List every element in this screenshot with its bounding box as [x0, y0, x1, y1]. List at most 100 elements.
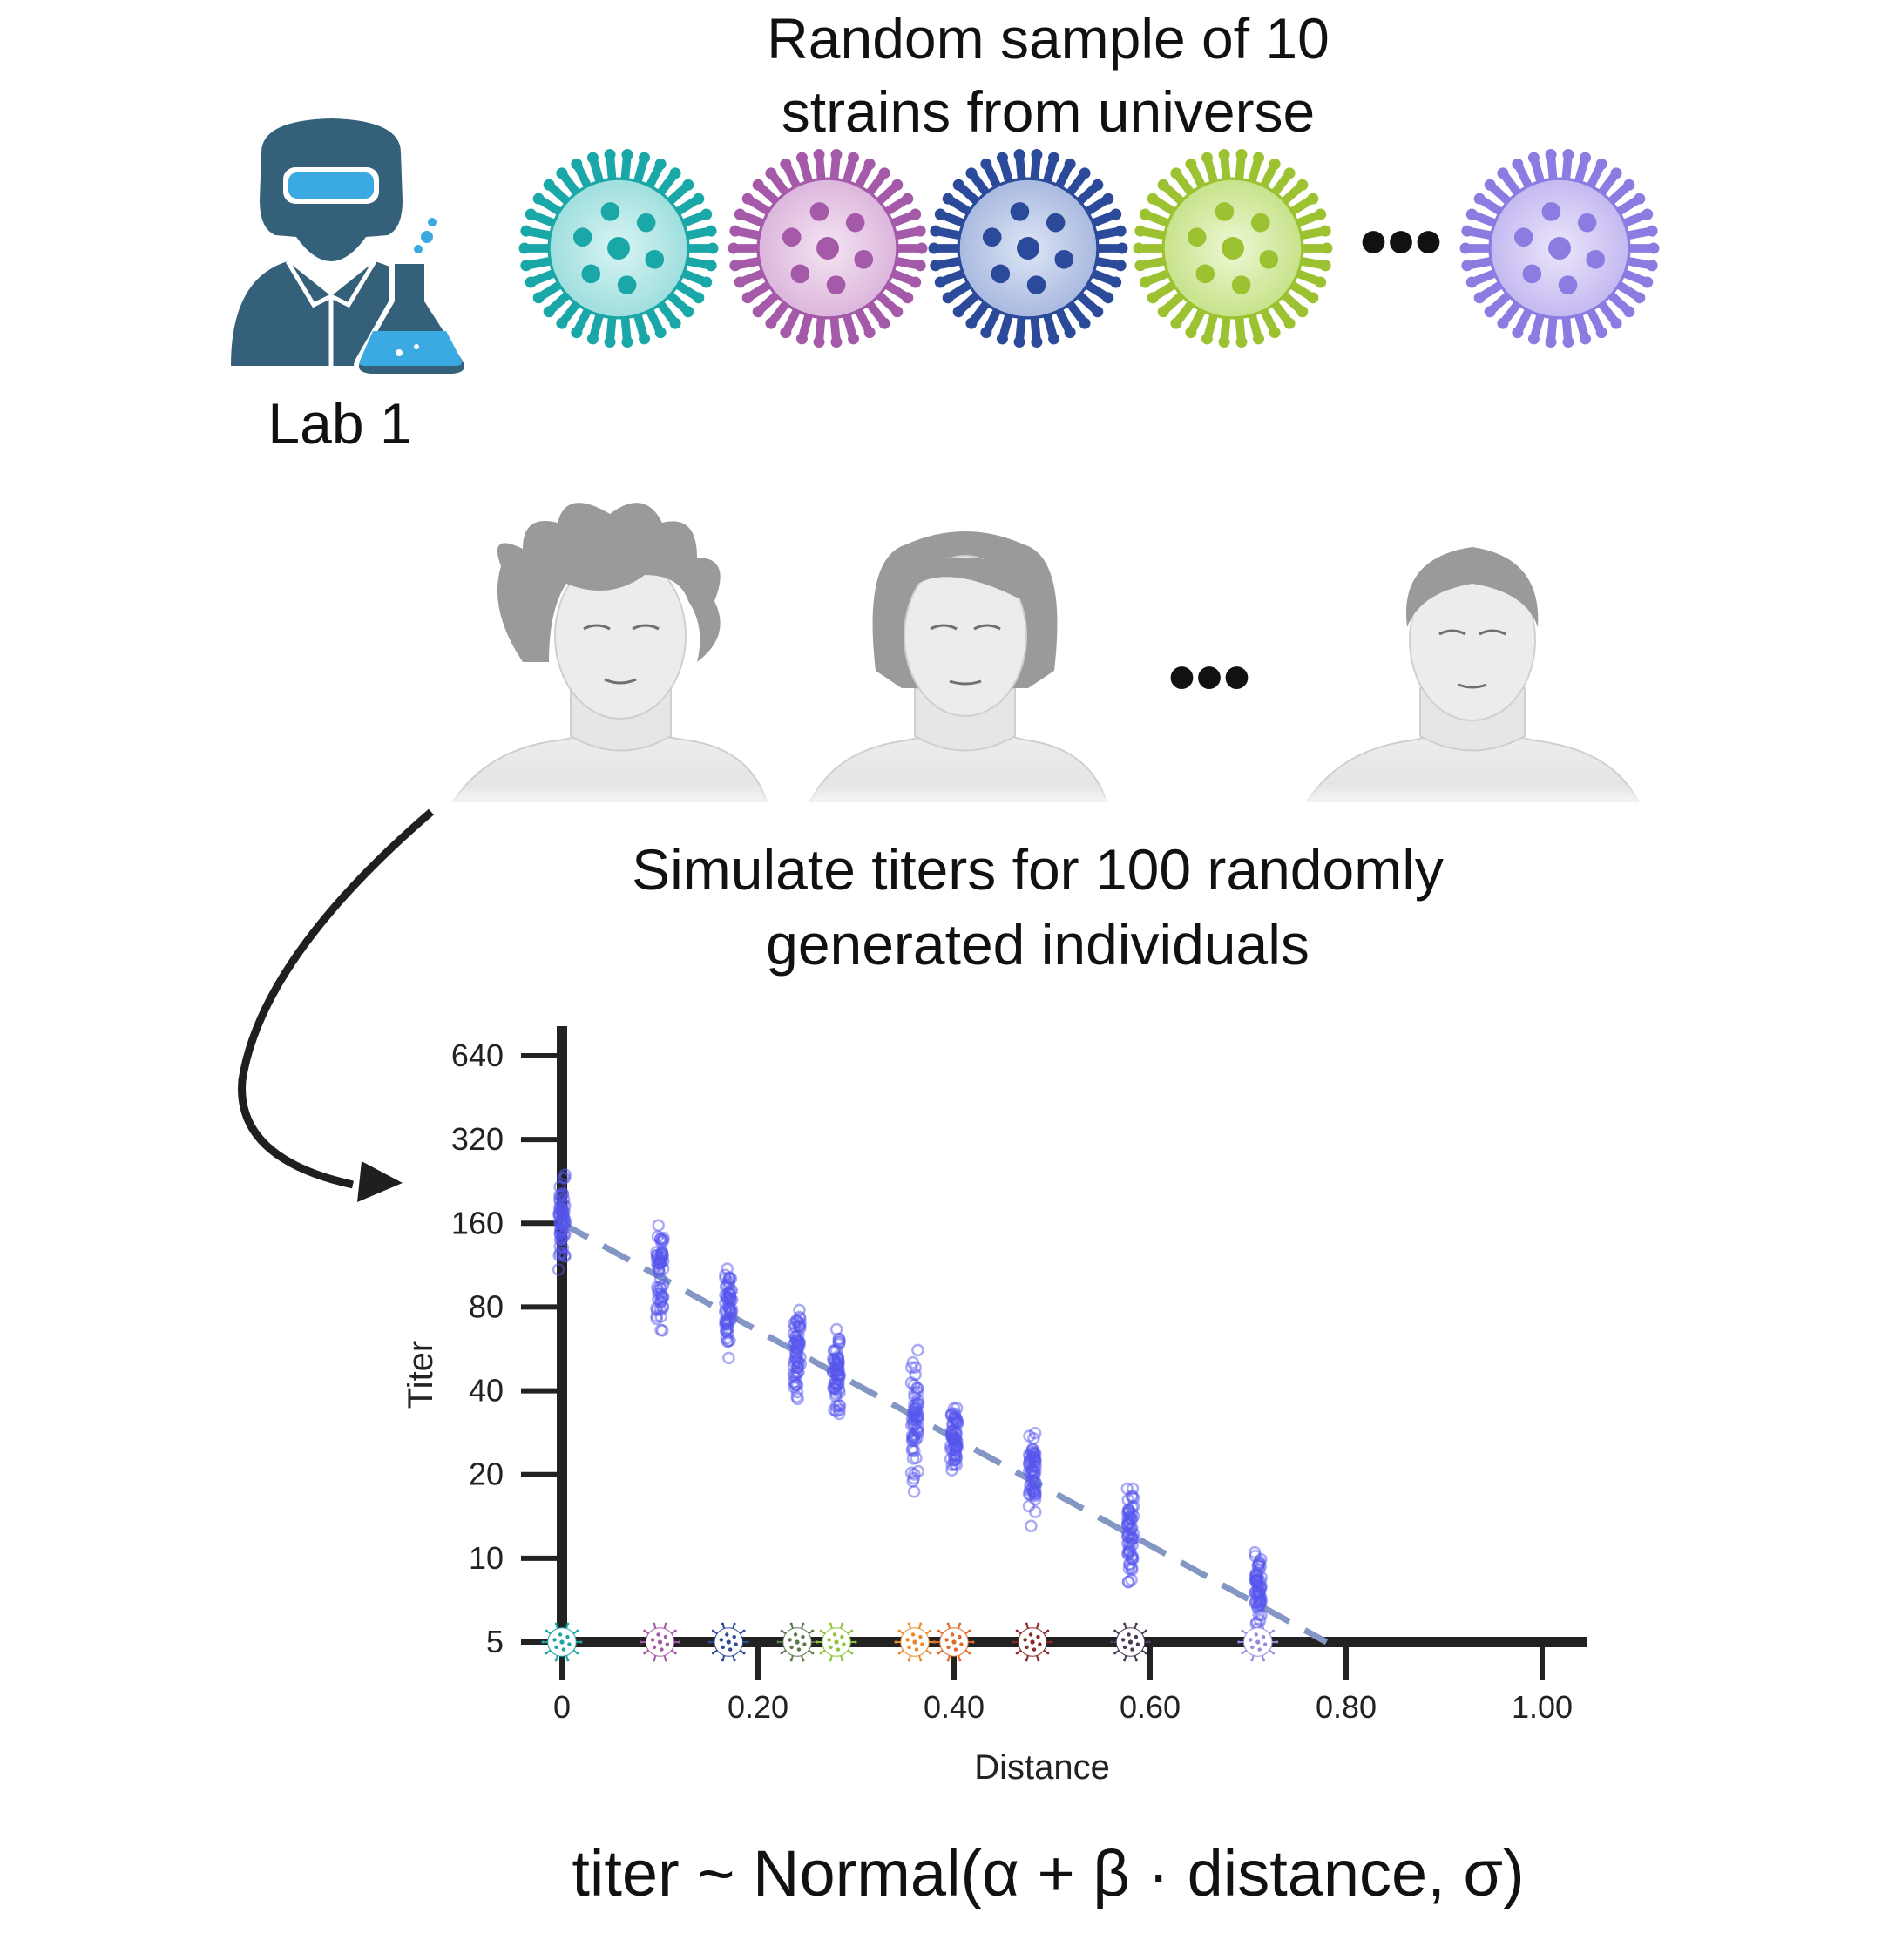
- virus-icon-4: [1133, 148, 1333, 348]
- ellipsis-strains: •••: [1360, 199, 1443, 286]
- arrow-to-chart: [238, 808, 434, 1202]
- titer-point: [556, 1241, 570, 1254]
- virus-icon-2: [728, 148, 928, 348]
- y-tick-label: 20: [469, 1456, 504, 1492]
- titer-point: [905, 1429, 919, 1443]
- person-icon-1: [436, 503, 784, 810]
- titer-point: [828, 1381, 841, 1394]
- trend-line: [560, 1220, 1329, 1646]
- titer-point: [650, 1312, 663, 1326]
- titer-point: [723, 1334, 736, 1348]
- titer-point: [908, 1387, 921, 1400]
- strain-marker-icon-2: [640, 1622, 680, 1662]
- ellipsis-people: •••: [1168, 634, 1251, 721]
- titer-point: [1127, 1491, 1140, 1504]
- titer-point: [1122, 1575, 1135, 1588]
- titer-point: [911, 1464, 924, 1478]
- strain-marker-icon-8: [1012, 1622, 1053, 1662]
- titer-point: [832, 1333, 846, 1346]
- titer-point: [557, 1172, 570, 1185]
- titer-point: [832, 1357, 845, 1370]
- titer-point: [911, 1394, 924, 1407]
- y-tick-label: 80: [469, 1288, 504, 1324]
- strain-sample-title-line2: strains from universe: [781, 79, 1316, 144]
- titer-point: [1029, 1505, 1042, 1518]
- titer-point: [791, 1361, 804, 1375]
- titer-point: [1025, 1519, 1038, 1533]
- strain-marker-icon-6: [894, 1622, 936, 1662]
- titer-point: [788, 1353, 802, 1366]
- y-tick-label: 40: [469, 1373, 504, 1409]
- model-formula: titer ~ Normal(α + β · distance, σ): [572, 1837, 1525, 1909]
- virus-icon-5: [1459, 148, 1660, 348]
- titer-point: [829, 1387, 843, 1401]
- titer-point: [655, 1324, 669, 1337]
- titer-point: [788, 1336, 802, 1349]
- titer-scatter-chart: 5 10 20 40 80 160 320 640 0 0.20 0.40 0.60 0.80 1.00 D…: [402, 1026, 1587, 1787]
- x-tick-label: 0.20: [728, 1689, 788, 1725]
- x-tick-label: 1.00: [1512, 1689, 1573, 1725]
- titer-point: [829, 1364, 843, 1377]
- titer-point: [1123, 1510, 1137, 1523]
- y-tick-label: 160: [451, 1205, 504, 1240]
- titer-point: [1254, 1581, 1268, 1594]
- titer-point: [793, 1303, 806, 1317]
- person-icon-2: [802, 531, 1133, 810]
- titer-point: [911, 1421, 925, 1434]
- titer-point: [556, 1247, 569, 1260]
- y-axis-label: Titer: [402, 1341, 440, 1409]
- titer-point: [652, 1262, 666, 1276]
- titer-point: [904, 1466, 918, 1479]
- titer-point: [1125, 1530, 1138, 1543]
- titer-point: [1121, 1503, 1135, 1517]
- titer-point: [908, 1378, 921, 1392]
- strain-points-4: [787, 1303, 808, 1406]
- strain-points-5: [826, 1322, 847, 1421]
- x-tick-label: 0: [553, 1689, 571, 1725]
- x-axis-label: Distance: [974, 1748, 1110, 1787]
- titer-point: [654, 1255, 668, 1268]
- titer-point: [829, 1322, 843, 1336]
- titer-point: [552, 1263, 565, 1276]
- virus-row: [518, 148, 1660, 348]
- titer-point: [558, 1199, 572, 1213]
- titer-point: [1028, 1487, 1042, 1500]
- titer-point: [656, 1290, 669, 1303]
- titer-point: [948, 1432, 962, 1446]
- titer-point: [1028, 1454, 1042, 1468]
- titer-point: [949, 1444, 962, 1457]
- strain-points-3: [719, 1262, 739, 1365]
- titer-point: [1028, 1426, 1042, 1440]
- titer-point: [1025, 1448, 1039, 1461]
- strain-points-6: [904, 1343, 925, 1498]
- strain-marker-icon-7: [933, 1622, 975, 1662]
- titer-point: [724, 1272, 738, 1286]
- titer-point: [789, 1330, 803, 1343]
- titer-point: [1252, 1557, 1266, 1570]
- x-tick-label: 0.60: [1120, 1689, 1181, 1725]
- y-tick-label: 10: [469, 1540, 504, 1576]
- titer-point: [788, 1380, 801, 1394]
- titer-point: [557, 1193, 571, 1206]
- strain-marker-icon-5: [816, 1622, 857, 1662]
- titer-point: [652, 1219, 665, 1232]
- titer-point: [906, 1355, 920, 1369]
- titer-point: [911, 1343, 924, 1357]
- simulate-title-line1: Simulate titers for 100 randomly: [632, 837, 1444, 902]
- titer-point: [832, 1407, 846, 1421]
- titer-point: [654, 1232, 667, 1246]
- titer-point: [1252, 1579, 1265, 1592]
- strain-points-10: [1248, 1545, 1268, 1635]
- strain-marker-icon-9: [1110, 1622, 1151, 1662]
- titer-point: [945, 1458, 958, 1472]
- x-tick-label: 0.40: [924, 1689, 985, 1725]
- titer-point: [790, 1355, 804, 1369]
- titer-point: [656, 1249, 669, 1262]
- titer-point: [722, 1351, 735, 1365]
- titer-point: [904, 1361, 918, 1375]
- titer-point: [794, 1316, 807, 1330]
- strain-sample-title-line1: Random sample of 10: [767, 6, 1330, 71]
- strain-marker-icon-1: [541, 1622, 583, 1662]
- titer-point: [1126, 1563, 1139, 1577]
